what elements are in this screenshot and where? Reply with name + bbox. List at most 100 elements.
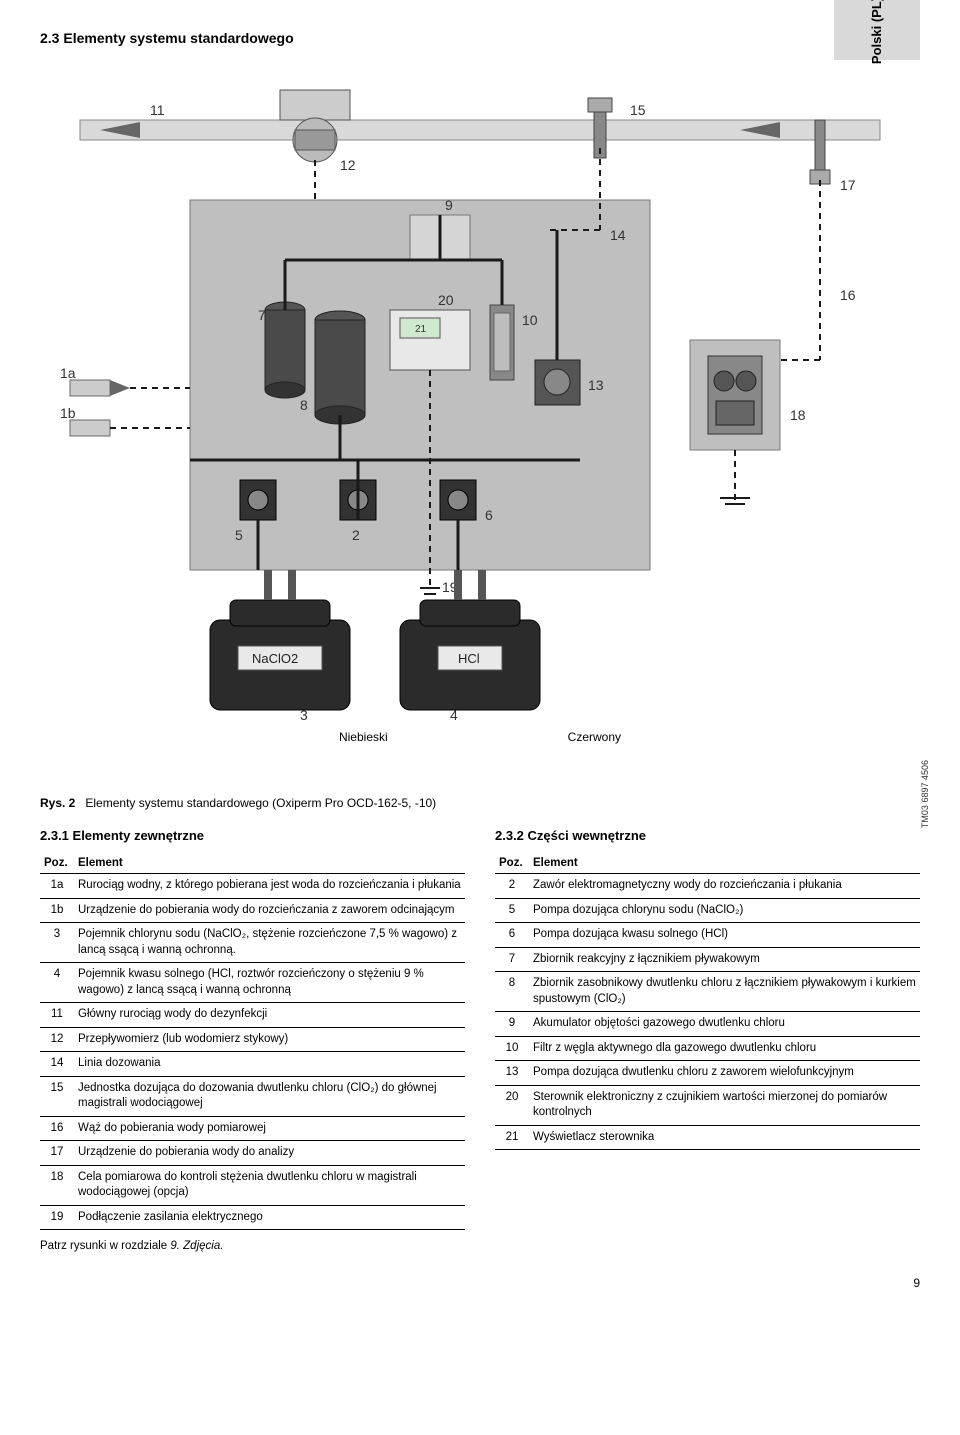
pos-cell: 7 xyxy=(495,947,529,972)
pos-cell: 19 xyxy=(40,1205,74,1230)
pos-cell: 2 xyxy=(495,874,529,899)
pos-cell: 4 xyxy=(40,963,74,1003)
pos-cell: 1a xyxy=(40,874,74,899)
svg-text:6: 6 xyxy=(485,507,493,523)
table-row: 9Akumulator objętości gazowego dwutlenku… xyxy=(495,1012,920,1037)
desc-cell: Urządzenie do pobierania wody do analizy xyxy=(74,1141,465,1166)
svg-text:20: 20 xyxy=(438,292,454,308)
left-title: 2.3.1 Elementy zewnętrzne xyxy=(40,828,465,843)
svg-text:7: 7 xyxy=(258,307,266,323)
desc-cell: Pojemnik kwasu solnego (HCl, roztwór roz… xyxy=(74,963,465,1003)
svg-text:12: 12 xyxy=(340,157,356,173)
caption-prefix: Rys. 2 xyxy=(40,796,75,810)
pos-cell: 3 xyxy=(40,923,74,963)
pos-cell: 12 xyxy=(40,1027,74,1052)
svg-text:18: 18 xyxy=(790,407,806,423)
svg-text:4: 4 xyxy=(450,707,458,720)
right-table: Poz. Element 2Zawór elektromagnetyczny w… xyxy=(495,853,920,1150)
right-header-pos: Poz. xyxy=(495,853,529,874)
desc-cell: Wyświetlacz sterownika xyxy=(529,1125,920,1150)
svg-text:16: 16 xyxy=(840,287,856,303)
desc-cell: Sterownik elektroniczny z czujnikiem war… xyxy=(529,1085,920,1125)
desc-cell: Cela pomiarowa do kontroli stężenia dwut… xyxy=(74,1165,465,1205)
footnote-prefix: Patrz rysunki w rozdziale xyxy=(40,1240,170,1252)
svg-text:5: 5 xyxy=(235,527,243,543)
desc-cell: Pompa dozująca dwutlenku chloru z zawore… xyxy=(529,1061,920,1086)
desc-cell: Jednostka dozująca do dozowania dwutlenk… xyxy=(74,1076,465,1116)
table-row: 14Linia dozowania xyxy=(40,1052,465,1077)
left-column: 2.3.1 Elementy zewnętrzne Poz. Element 1… xyxy=(40,828,465,1252)
desc-cell: Urządzenie do pobierania wody do rozcień… xyxy=(74,898,465,923)
table-row: 1bUrządzenie do pobierania wody do rozci… xyxy=(40,898,465,923)
desc-cell: Zawór elektromagnetyczny wody do rozcień… xyxy=(529,874,920,899)
svg-text:11: 11 xyxy=(150,102,165,118)
pos-cell: 21 xyxy=(495,1125,529,1150)
svg-text:1b: 1b xyxy=(60,405,76,421)
table-row: 19Podłączenie zasilania elektrycznego xyxy=(40,1205,465,1230)
section-title: 2.3 Elementy systemu standardowego xyxy=(40,30,920,46)
desc-cell: Główny rurociąg wody do dezynfekcji xyxy=(74,1003,465,1028)
pos-cell: 15 xyxy=(40,1076,74,1116)
svg-text:8: 8 xyxy=(300,397,308,413)
pos-cell: 8 xyxy=(495,972,529,1012)
svg-text:3: 3 xyxy=(300,707,308,720)
table-row: 11Główny rurociąg wody do dezynfekcji xyxy=(40,1003,465,1028)
desc-cell: Zbiornik reakcyjny z łącznikiem pływakow… xyxy=(529,947,920,972)
table-row: 13Pompa dozująca dwutlenku chloru z zawo… xyxy=(495,1061,920,1086)
table-row: 12Przepływomierz (lub wodomierz stykowy) xyxy=(40,1027,465,1052)
table-row: 4Pojemnik kwasu solnego (HCl, roztwór ro… xyxy=(40,963,465,1003)
color-legend: Niebieski Czerwony xyxy=(40,730,920,744)
pos-cell: 13 xyxy=(495,1061,529,1086)
pos-cell: 11 xyxy=(40,1003,74,1028)
language-tab: Polski (PL) xyxy=(834,0,920,60)
pos-cell: 20 xyxy=(495,1085,529,1125)
table-row: 21Wyświetlacz sterownika xyxy=(495,1125,920,1150)
page-number: 9 xyxy=(40,1276,920,1290)
pos-cell: 6 xyxy=(495,923,529,948)
svg-text:HCl: HCl xyxy=(458,651,480,666)
table-row: 18Cela pomiarowa do kontroli stężenia dw… xyxy=(40,1165,465,1205)
table-row: 15Jednostka dozująca do dozowania dwutle… xyxy=(40,1076,465,1116)
footnote: Patrz rysunki w rozdziale 9. Zdjęcia. xyxy=(40,1240,465,1252)
svg-text:17: 17 xyxy=(840,177,856,193)
svg-text:21: 21 xyxy=(415,324,427,335)
desc-cell: Pompa dozująca chlorynu sodu (NaClO₂) xyxy=(529,898,920,923)
left-table: Poz. Element 1aRurociąg wodny, z którego… xyxy=(40,853,465,1230)
table-row: 5Pompa dozująca chlorynu sodu (NaClO₂) xyxy=(495,898,920,923)
pos-cell: 14 xyxy=(40,1052,74,1077)
pos-cell: 9 xyxy=(495,1012,529,1037)
left-header-el: Element xyxy=(74,853,465,874)
svg-text:2: 2 xyxy=(352,527,360,543)
figure-caption: Rys. 2 Elementy systemu standardowego (O… xyxy=(40,796,436,810)
desc-cell: Linia dozowania xyxy=(74,1052,465,1077)
svg-text:1a: 1a xyxy=(60,365,76,381)
left-header-pos: Poz. xyxy=(40,853,74,874)
svg-text:9: 9 xyxy=(445,197,453,213)
color-left-label: Niebieski xyxy=(339,730,388,744)
caption-text: Elementy systemu standardowego (Oxiperm … xyxy=(85,796,436,810)
figure-caption-row: Rys. 2 Elementy systemu standardowego (O… xyxy=(40,750,920,810)
right-column: 2.3.2 Części wewnętrzne Poz. Element 2Za… xyxy=(495,828,920,1252)
pos-cell: 18 xyxy=(40,1165,74,1205)
svg-text:14: 14 xyxy=(610,227,626,243)
svg-text:15: 15 xyxy=(630,102,646,118)
pos-cell: 16 xyxy=(40,1116,74,1141)
svg-text:NaClO2: NaClO2 xyxy=(252,651,298,666)
desc-cell: Pojemnik chlorynu sodu (NaClO₂, stężenie… xyxy=(74,923,465,963)
table-row: 16Wąż do pobierania wody pomiarowej xyxy=(40,1116,465,1141)
desc-cell: Przepływomierz (lub wodomierz stykowy) xyxy=(74,1027,465,1052)
right-header-el: Element xyxy=(529,853,920,874)
desc-cell: Akumulator objętości gazowego dwutlenku … xyxy=(529,1012,920,1037)
pos-cell: 5 xyxy=(495,898,529,923)
table-row: 3Pojemnik chlorynu sodu (NaClO₂, stężeni… xyxy=(40,923,465,963)
tm-code: TM03 6897 4506 xyxy=(920,760,930,828)
table-row: 17Urządzenie do pobierania wody do anali… xyxy=(40,1141,465,1166)
right-title: 2.3.2 Części wewnętrzne xyxy=(495,828,920,843)
footnote-italic: 9. Zdjęcia. xyxy=(170,1240,223,1252)
svg-text:10: 10 xyxy=(522,312,538,328)
svg-text:13: 13 xyxy=(588,377,604,393)
table-row: 7Zbiornik reakcyjny z łącznikiem pływako… xyxy=(495,947,920,972)
pos-cell: 17 xyxy=(40,1141,74,1166)
color-right-label: Czerwony xyxy=(568,730,621,744)
system-diagram: 11 12 15 17 14 16 9 7 8 xyxy=(40,60,920,720)
